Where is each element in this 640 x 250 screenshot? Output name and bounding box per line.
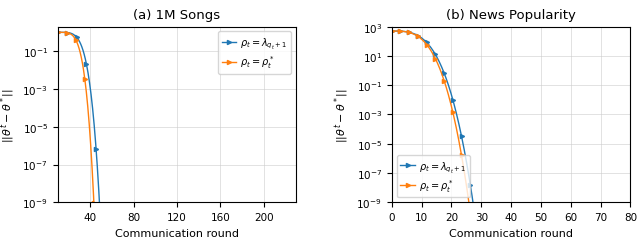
$\rho_t = \lambda_{q_t+1}$ [97,220,104,223]
Title: (b) News Popularity: (b) News Popularity [446,9,576,22]
Y-axis label: $||\theta^t - \theta^*||$: $||\theta^t - \theta^*||$ [0,88,17,142]
$\rho_t = \lambda_{q_t+1}$ [472,216,479,218]
$\rho_t = \rho_t^*$ [467,216,475,218]
$\rho_t = \rho_t^*$ [203,220,211,223]
$\rho_t = \lambda_{q_t+1}$ [506,216,514,218]
Line: $\rho_t = \rho_t^*$: $\rho_t = \rho_t^*$ [390,30,612,219]
Legend: $\rho_t = \lambda_{q_t+1}$, $\rho_t = \rho_t^*$: $\rho_t = \lambda_{q_t+1}$, $\rho_t = \r… [397,156,470,198]
$\rho_t = \rho_t^*$ [567,216,575,218]
$\rho_t = \lambda_{q_t+1}$ [605,216,613,218]
$\rho_t = \lambda_{q_t+1}$ [241,220,249,223]
$\rho_t = \lambda_{q_t+1}$ [601,216,609,218]
Legend: $\rho_t = \lambda_{q_t+1}$, $\rho_t = \rho_t^*$: $\rho_t = \lambda_{q_t+1}$, $\rho_t = \r… [218,32,291,74]
$\rho_t = \lambda_{q_t+1}$ [388,30,396,34]
$\rho_t = \lambda_{q_t+1}$ [158,220,166,223]
$\rho_t = \rho_t^*$ [54,32,61,35]
Y-axis label: $||\theta^t - \theta^*||$: $||\theta^t - \theta^*||$ [332,88,351,142]
$\rho_t = \lambda_{q_t+1}$ [246,220,253,223]
$\rho_t = \rho_t^*$ [162,220,170,223]
X-axis label: Communication round: Communication round [449,228,573,238]
Line: $\rho_t = \lambda_{q_t+1}$: $\rho_t = \lambda_{q_t+1}$ [390,30,612,219]
Line: $\rho_t = \rho_t^*$: $\rho_t = \rho_t^*$ [56,31,241,224]
$\rho_t = \rho_t^*$ [141,220,149,223]
$\rho_t = \lambda_{q_t+1}$ [518,216,525,218]
$\rho_t = \rho_t^*$ [140,220,148,223]
$\rho_t = \rho_t^*$ [91,220,99,223]
$\rho_t = \lambda_{q_t+1}$ [145,220,153,223]
$\rho_t = \lambda_{q_t+1}$ [168,220,176,223]
$\rho_t = \lambda_{q_t+1}$ [147,220,154,223]
Line: $\rho_t = \lambda_{q_t+1}$: $\rho_t = \lambda_{q_t+1}$ [56,31,252,224]
$\rho_t = \lambda_{q_t+1}$ [493,216,500,218]
$\rho_t = \rho_t^*$ [601,216,609,218]
$\rho_t = \lambda_{q_t+1}$ [54,32,61,35]
$\rho_t = \rho_t^*$ [493,216,500,218]
$\rho_t = \rho_t^*$ [235,220,243,223]
$\rho_t = \rho_t^*$ [506,216,514,218]
$\rho_t = \lambda_{q_t+1}$ [212,220,220,223]
$\rho_t = \rho_t^*$ [388,30,396,34]
$\rho_t = \lambda_{q_t+1}$ [567,216,575,218]
$\rho_t = \rho_t^*$ [152,220,160,223]
Title: (a) 1M Songs: (a) 1M Songs [133,9,221,22]
$\rho_t = \rho_t^*$ [492,216,499,218]
$\rho_t = \lambda_{q_t+1}$ [492,216,499,218]
X-axis label: Communication round: Communication round [115,228,239,238]
$\rho_t = \rho_t^*$ [518,216,525,218]
$\rho_t = \rho_t^*$ [605,216,613,218]
$\rho_t = \rho_t^*$ [231,220,239,223]
